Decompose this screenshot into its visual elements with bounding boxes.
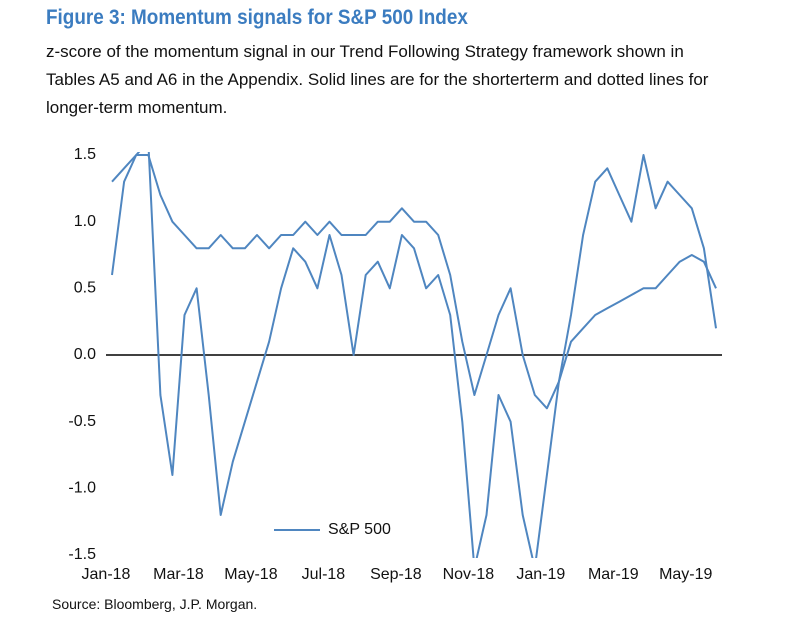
- y-tick-label: 0.5: [74, 280, 96, 297]
- x-tick-label: Mar-19: [588, 566, 639, 583]
- x-tick-label: Jul-18: [302, 566, 346, 583]
- y-tick-label: -1.0: [68, 480, 96, 497]
- y-tick-label: -1.5: [68, 546, 96, 563]
- legend-label: S&P 500: [328, 521, 391, 538]
- chart-title: Figure 3: Momentum signals for S&P 500 I…: [46, 6, 468, 29]
- x-tick-label: Sep-18: [370, 566, 422, 583]
- x-tick-label: May-18: [224, 566, 277, 583]
- x-tick-label: Jan-18: [82, 566, 131, 583]
- x-tick-label: Nov-18: [443, 566, 495, 583]
- y-tick-label: 0.0: [74, 346, 96, 363]
- plot-area: [111, 152, 717, 558]
- x-tick-label: May-19: [659, 566, 712, 583]
- source-note: Source: Bloomberg, J.P. Morgan.: [52, 596, 258, 612]
- chart-subtitle: z-score of the momentum signal in our Tr…: [46, 42, 709, 117]
- series-line: [111, 154, 717, 410]
- y-tick-label: 1.5: [74, 146, 96, 163]
- x-tick-label: Mar-18: [153, 566, 204, 583]
- y-tick-label: 1.0: [74, 213, 96, 230]
- y-tick-label: -0.5: [68, 413, 96, 430]
- series-line: [111, 152, 717, 558]
- x-tick-label: Jan-19: [516, 566, 565, 583]
- chart: -1.5 -1.0 -0.5 0.0 0.5 1.0 1.5 Jan-18 Mar-18 May-…: [68, 146, 722, 583]
